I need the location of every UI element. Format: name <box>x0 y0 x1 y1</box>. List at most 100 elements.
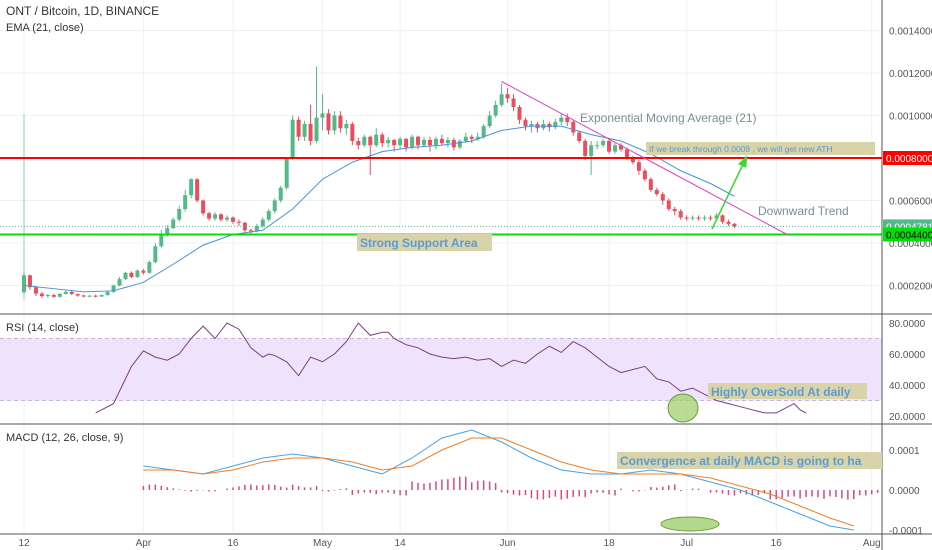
candle-body[interactable] <box>230 217 235 222</box>
candle-body[interactable] <box>332 115 337 131</box>
candle-body[interactable] <box>362 136 367 146</box>
candle-body[interactable] <box>630 158 635 163</box>
candle-body[interactable] <box>326 113 331 131</box>
candle-body[interactable] <box>726 221 731 224</box>
candle-body[interactable] <box>284 158 289 188</box>
candle-body[interactable] <box>684 217 689 219</box>
candle-body[interactable] <box>153 246 158 263</box>
candle-body[interactable] <box>583 141 588 156</box>
candle-body[interactable] <box>595 145 600 147</box>
candle-body[interactable] <box>111 285 116 292</box>
candle-body[interactable] <box>123 272 128 280</box>
candle-body[interactable] <box>254 226 259 232</box>
candle-body[interactable] <box>302 124 307 137</box>
candle-body[interactable] <box>248 230 253 232</box>
downtrend-line[interactable] <box>501 81 789 236</box>
candle-body[interactable] <box>672 209 677 212</box>
candle-body[interactable] <box>702 217 707 219</box>
candle-body[interactable] <box>732 223 737 227</box>
candle-body[interactable] <box>589 145 594 156</box>
candle-body[interactable] <box>654 189 659 195</box>
candle-body[interactable] <box>463 136 468 141</box>
candle-body[interactable] <box>242 222 247 231</box>
candle-body[interactable] <box>356 141 361 146</box>
candle-body[interactable] <box>481 126 486 137</box>
candle-body[interactable] <box>105 291 110 296</box>
candle-body[interactable] <box>523 119 528 127</box>
candle-body[interactable] <box>404 138 409 148</box>
candle-body[interactable] <box>666 200 671 210</box>
candle-body[interactable] <box>39 293 44 297</box>
candle-body[interactable] <box>99 295 104 297</box>
candle-body[interactable] <box>636 162 641 171</box>
candle-body[interactable] <box>380 134 385 144</box>
candle-body[interactable] <box>266 211 271 220</box>
candle-body[interactable] <box>290 119 295 158</box>
breakout-arrow[interactable] <box>711 155 748 230</box>
candle-body[interactable] <box>678 211 683 218</box>
candle-body[interactable] <box>690 217 695 219</box>
candle-body[interactable] <box>177 209 182 220</box>
candle-body[interactable] <box>416 136 421 146</box>
candle-body[interactable] <box>559 117 564 122</box>
candle-body[interactable] <box>433 138 438 146</box>
candle-body[interactable] <box>439 138 444 144</box>
candle-body[interactable] <box>505 94 510 99</box>
macd-label[interactable]: MACD (12, 26, close, 9) <box>6 432 123 444</box>
candle-body[interactable] <box>344 124 349 129</box>
candle-body[interactable] <box>320 113 325 118</box>
candle-body[interactable] <box>607 141 612 152</box>
candle-body[interactable] <box>511 98 516 108</box>
candle-body[interactable] <box>117 279 122 286</box>
candle-body[interactable] <box>69 291 74 294</box>
price-axis[interactable]: 0.0014000 0.0012000 0.0010000 0.0008000 0.00… <box>883 27 932 538</box>
candle-body[interactable] <box>219 214 224 220</box>
candle-body[interactable] <box>660 194 665 201</box>
candle-body[interactable] <box>201 200 206 214</box>
candle-body[interactable] <box>457 141 462 148</box>
candle-body[interactable] <box>392 139 397 146</box>
candle-body[interactable] <box>350 124 355 141</box>
price-candles[interactable] <box>22 66 737 298</box>
candle-body[interactable] <box>421 139 426 146</box>
candle-body[interactable] <box>529 124 534 127</box>
candle-body[interactable] <box>427 139 432 146</box>
candle-body[interactable] <box>487 115 492 127</box>
candle-body[interactable] <box>475 136 480 139</box>
candle-body[interactable] <box>410 136 415 148</box>
candle-body[interactable] <box>720 215 725 222</box>
candle-body[interactable] <box>547 124 552 128</box>
candle-body[interactable] <box>165 228 170 235</box>
candle-body[interactable] <box>213 214 218 219</box>
candle-body[interactable] <box>87 295 92 297</box>
price-tag[interactable] <box>883 227 932 242</box>
candle-body[interactable] <box>696 217 701 219</box>
candle-body[interactable] <box>499 94 504 105</box>
candle-body[interactable] <box>57 294 62 297</box>
candle-body[interactable] <box>22 275 26 293</box>
ema-indicator-label[interactable]: EMA (21, close) <box>6 22 84 34</box>
candle-body[interactable] <box>45 295 50 297</box>
candle-body[interactable] <box>368 136 373 146</box>
candle-body[interactable] <box>93 295 98 297</box>
candle-body[interactable] <box>601 141 606 146</box>
candle-body[interactable] <box>51 295 56 297</box>
candle-body[interactable] <box>272 200 277 212</box>
candle-body[interactable] <box>236 221 241 223</box>
candle-body[interactable] <box>553 121 558 128</box>
candle-body[interactable] <box>63 291 68 294</box>
candle-body[interactable] <box>565 117 570 122</box>
candle-body[interactable] <box>27 275 32 288</box>
time-axis[interactable]: 12Apr16May14Jun18Jul16Aug13 <box>18 538 932 549</box>
rsi-label[interactable]: RSI (14, close) <box>6 322 79 334</box>
candle-body[interactable] <box>278 187 283 201</box>
candle-body[interactable] <box>296 119 301 137</box>
candle-body[interactable] <box>619 145 623 150</box>
candle-body[interactable] <box>308 124 313 141</box>
candle-body[interactable] <box>75 294 80 296</box>
candle-body[interactable] <box>374 134 379 146</box>
candle-body[interactable] <box>207 213 212 219</box>
candle-body[interactable] <box>708 217 713 219</box>
candle-body[interactable] <box>33 287 38 294</box>
